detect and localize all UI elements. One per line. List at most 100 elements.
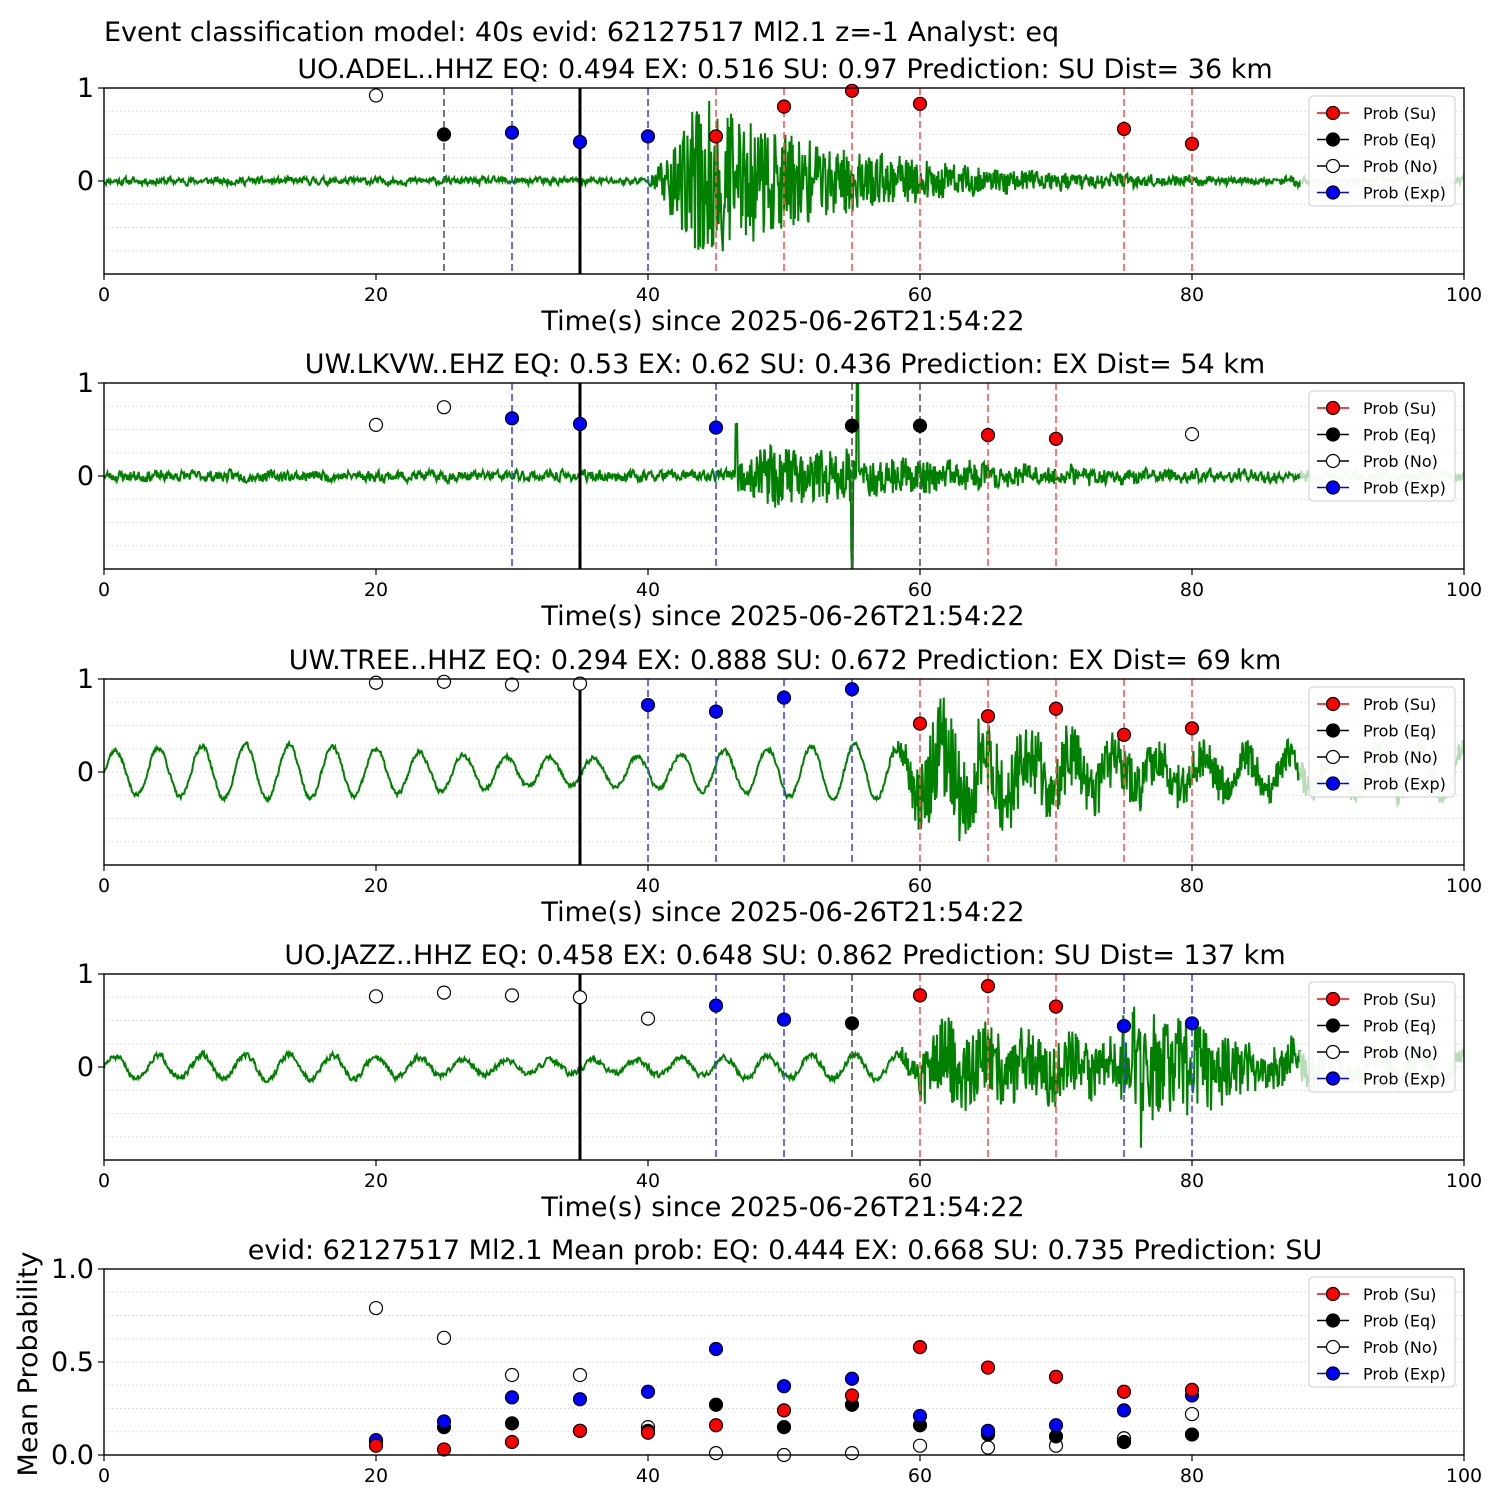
x-tick-label: 100 [1446,1170,1482,1192]
point-su [572,1423,588,1438]
point-no [572,990,588,1005]
point-no [368,417,384,432]
y-tick-label: 0.5 [51,1347,94,1378]
panel-title: UW.LKVW..EHZ EQ: 0.53 EX: 0.62 SU: 0.436… [305,349,1265,380]
point-su [1116,727,1132,742]
point-exp [572,134,588,150]
panel-title: evid: 62127517 Ml2.1 Mean prob: EQ: 0.44… [248,1235,1323,1266]
legend-marker-eq [1325,1313,1341,1328]
legend-marker-su [1325,991,1341,1007]
x-tick-label: 40 [636,1170,660,1192]
x-tick-label: 60 [908,1170,932,1192]
point-su [436,1442,452,1457]
legend-marker-su [1325,105,1341,121]
legend-marker-exp [1325,1366,1341,1381]
point-exp [1116,1403,1132,1418]
point-su [844,1388,860,1403]
point-no [572,1367,588,1383]
point-su [504,1434,520,1450]
legend-marker-no [1325,749,1341,765]
x-tick-label: 0 [98,579,110,601]
legend-label-exp: Prob (Exp) [1363,1070,1446,1089]
legend-label-no: Prob (No) [1363,1043,1438,1062]
waveform-trace [104,1006,1302,1148]
point-exp [776,690,792,705]
x-tick-label: 80 [1180,284,1204,306]
point-su [912,716,928,731]
point-no [844,1446,860,1461]
legend-label-exp: Prob (Exp) [1363,479,1446,498]
y-tick-label: 1 [77,959,94,990]
waveform-trace [104,697,1302,842]
point-exp [708,1341,724,1357]
legend-label-eq: Prob (Eq) [1363,1017,1436,1036]
point-exp [980,1423,996,1438]
x-tick-label: 0 [98,284,110,306]
point-su [1116,1384,1132,1399]
legend-marker-eq [1325,132,1341,147]
x-tick-label: 100 [1446,875,1482,897]
y-axis-label: Mean Probability [13,1252,44,1477]
point-eq [436,127,452,142]
legend-box [1308,686,1456,798]
point-no [436,985,452,1000]
point-exp [776,1012,792,1027]
y-tick-label: 1.0 [51,1254,94,1285]
y-tick-label: 1 [77,664,94,695]
point-no [368,1300,384,1316]
x-tick-label: 60 [908,579,932,601]
point-su [1048,701,1064,716]
point-eq [1184,1427,1200,1442]
legend-box [1308,981,1456,1093]
point-exp [504,1390,520,1405]
legend-marker-eq [1325,1018,1341,1033]
point-su [980,427,996,443]
x-tick-label: 20 [364,1465,388,1487]
point-exp [572,416,588,432]
x-tick-label: 20 [364,579,388,601]
legend-label-no: Prob (No) [1363,452,1438,471]
y-tick-label: 0 [77,166,94,197]
point-su [640,1425,656,1440]
legend-label-exp: Prob (Exp) [1363,184,1446,203]
point-no [368,989,384,1004]
point-exp [708,420,724,435]
point-su [1184,721,1200,736]
x-tick-label: 0 [98,1465,110,1487]
legend-label-no: Prob (No) [1363,748,1438,767]
point-su [1184,1382,1200,1398]
x-tick-label: 80 [1180,1170,1204,1192]
x-axis-label: Time(s) since 2025-06-26T21:54:22 [540,306,1024,337]
panel-1: 0 20 40 60 80 100 0 1 UO.ADEL..HHZ EQ: 0.494 EX:… [77,54,1482,337]
legend-marker-no [1325,158,1341,174]
y-tick-label: 0 [77,461,94,492]
legend-label-no: Prob (No) [1363,1338,1438,1357]
legend-label-exp: Prob (Exp) [1363,1365,1446,1384]
point-su [776,1403,792,1418]
point-exp [1048,1418,1064,1433]
legend-marker-exp [1325,480,1341,495]
y-tick-label: 1 [77,368,94,399]
legend: Prob (Su) Prob (Eq) Prob (No) Prob (Exp) [1308,95,1456,207]
point-no [912,1438,928,1453]
point-no [436,400,452,415]
point-exp [640,1384,656,1399]
x-tick-label: 100 [1446,579,1482,601]
panel-title: UO.ADEL..HHZ EQ: 0.494 EX: 0.516 SU: 0.9… [297,54,1272,85]
legend-marker-su [1325,400,1341,416]
legend-box [1308,95,1456,207]
point-su [708,129,724,144]
point-su [912,1340,928,1355]
legend: Prob (Su) Prob (Eq) Prob (No) Prob (Exp) [1308,686,1456,798]
point-su [980,978,996,994]
legend-label-no: Prob (No) [1363,157,1438,176]
panel-3: 0 20 40 60 80 100 0 1 UW.TREE..HHZ EQ: 0.294 EX:… [77,645,1482,928]
point-eq [844,1016,860,1031]
point-no [708,1446,724,1461]
legend-label-su: Prob (Su) [1363,399,1436,418]
point-no [368,675,384,690]
legend-marker-no [1325,453,1341,469]
y-tick-label: 0 [77,1052,94,1083]
point-exp [504,411,520,426]
